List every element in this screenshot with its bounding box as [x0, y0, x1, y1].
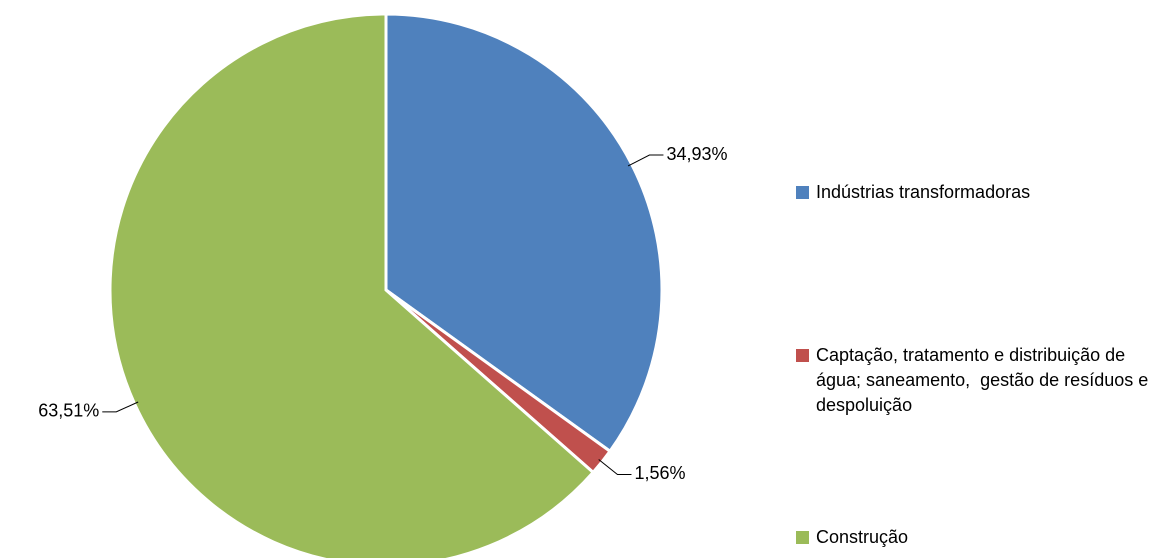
leader-line — [627, 154, 664, 167]
legend-label: Indústrias transformadoras — [816, 182, 1031, 202]
data-label: 34,93% — [666, 144, 727, 164]
data-label: 1,56% — [634, 463, 685, 483]
legend-swatch — [796, 531, 809, 544]
legend-label: Captação, tratamento e distribuição de á… — [816, 345, 1154, 415]
legend-entry: Captação, tratamento e distribuição de á… — [796, 343, 1166, 418]
legend-swatch — [796, 186, 809, 199]
leader-line — [598, 459, 632, 475]
legend-swatch — [796, 349, 809, 362]
legend-entry: Construção — [796, 525, 1166, 550]
legend-label: Construção — [816, 527, 909, 547]
data-label: 63,51% — [38, 401, 99, 421]
leader-line — [102, 401, 139, 413]
legend-entry: Indústrias transformadoras — [796, 180, 1166, 205]
